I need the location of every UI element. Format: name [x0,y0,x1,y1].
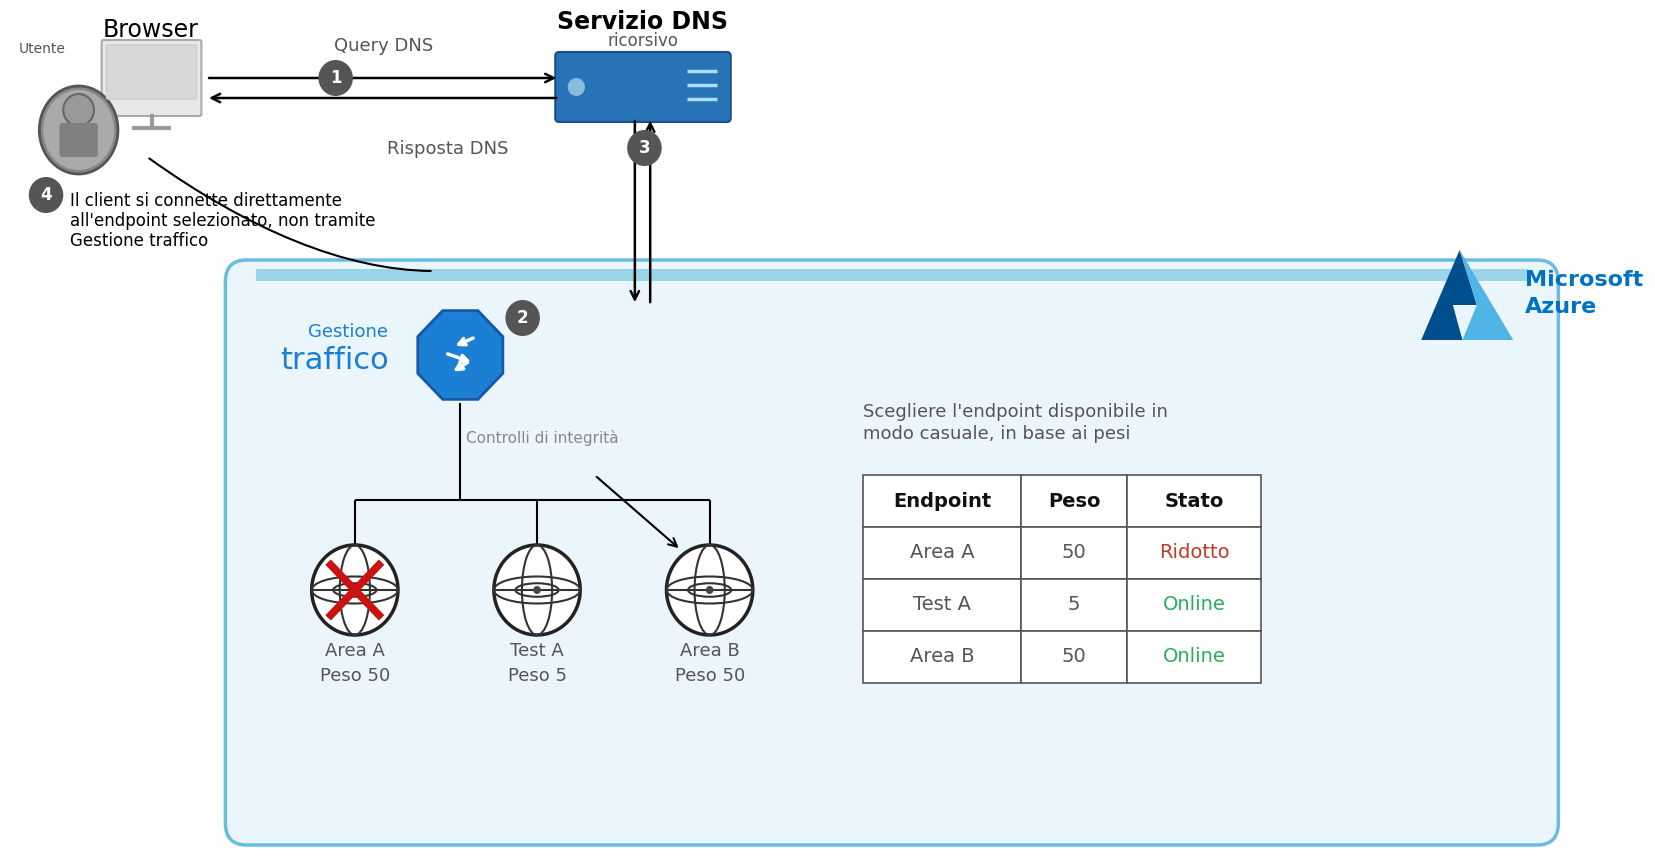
Text: Online: Online [1162,596,1225,615]
Text: Area B
Peso 50: Area B Peso 50 [675,642,745,685]
Circle shape [63,94,94,126]
Text: Endpoint: Endpoint [894,492,991,511]
Circle shape [493,545,581,635]
Text: Area A: Area A [910,544,975,563]
Text: Il client si connette direttamente: Il client si connette direttamente [70,192,343,210]
Bar [864,475,1021,527]
Text: Scegliere l'endpoint disponibile in: Scegliere l'endpoint disponibile in [864,403,1168,421]
Text: Peso: Peso [1048,492,1101,511]
Text: Test A: Test A [914,596,971,615]
Text: traffico: traffico [280,346,389,375]
Text: Utente: Utente [20,42,66,56]
Text: Azure: Azure [1524,297,1597,317]
Circle shape [568,78,584,96]
Bar [1127,631,1261,683]
Bar [1021,579,1127,631]
Circle shape [28,177,63,213]
Text: ricorsivo: ricorsivo [607,32,679,50]
FancyBboxPatch shape [106,45,197,99]
FancyBboxPatch shape [225,260,1559,845]
Bar [864,631,1021,683]
FancyBboxPatch shape [556,52,732,122]
Bar [1021,475,1127,527]
Text: Test A
Peso 5: Test A Peso 5 [508,642,566,685]
Text: Ridotto: Ridotto [1158,544,1230,563]
Text: Query DNS: Query DNS [334,37,434,55]
Polygon shape [1460,250,1513,340]
Text: Browser: Browser [103,18,199,42]
Text: 2: 2 [516,309,528,327]
Circle shape [318,60,353,96]
Text: Microsoft: Microsoft [1524,270,1643,290]
Circle shape [705,586,713,594]
Bar [1127,527,1261,579]
Bar [864,527,1021,579]
Ellipse shape [40,86,118,174]
Text: 50: 50 [1063,544,1086,563]
Circle shape [351,586,359,594]
Text: Area A
Peso 50: Area A Peso 50 [319,642,391,685]
Bar [1127,579,1261,631]
Bar [1021,631,1127,683]
Ellipse shape [43,90,114,170]
Text: 3: 3 [639,139,650,157]
Text: Stato: Stato [1163,492,1223,511]
Text: 5: 5 [1067,596,1081,615]
Text: Online: Online [1162,648,1225,667]
Text: 50: 50 [1063,648,1086,667]
Circle shape [311,545,397,635]
FancyBboxPatch shape [257,269,1528,281]
Text: modo casuale, in base ai pesi: modo casuale, in base ai pesi [864,425,1130,443]
Circle shape [505,300,540,336]
FancyBboxPatch shape [60,123,98,157]
Bar [1127,475,1261,527]
Circle shape [627,130,662,166]
Polygon shape [417,310,503,400]
Circle shape [667,545,753,635]
Text: all'endpoint selezionato, non tramite: all'endpoint selezionato, non tramite [70,212,376,230]
Polygon shape [1422,250,1476,340]
Text: Gestione: Gestione [308,323,389,341]
Text: Controlli di integrità: Controlli di integrità [465,430,617,446]
Text: Area B: Area B [910,648,975,667]
Text: 1: 1 [329,69,341,87]
Text: Risposta DNS: Risposta DNS [387,140,508,158]
FancyBboxPatch shape [101,40,202,116]
Bar [1021,527,1127,579]
Text: Gestione traffico: Gestione traffico [70,232,209,250]
Text: Servizio DNS: Servizio DNS [558,10,728,34]
Text: 4: 4 [40,186,51,204]
Circle shape [533,586,541,594]
Bar [864,579,1021,631]
FancyBboxPatch shape [257,269,1528,281]
